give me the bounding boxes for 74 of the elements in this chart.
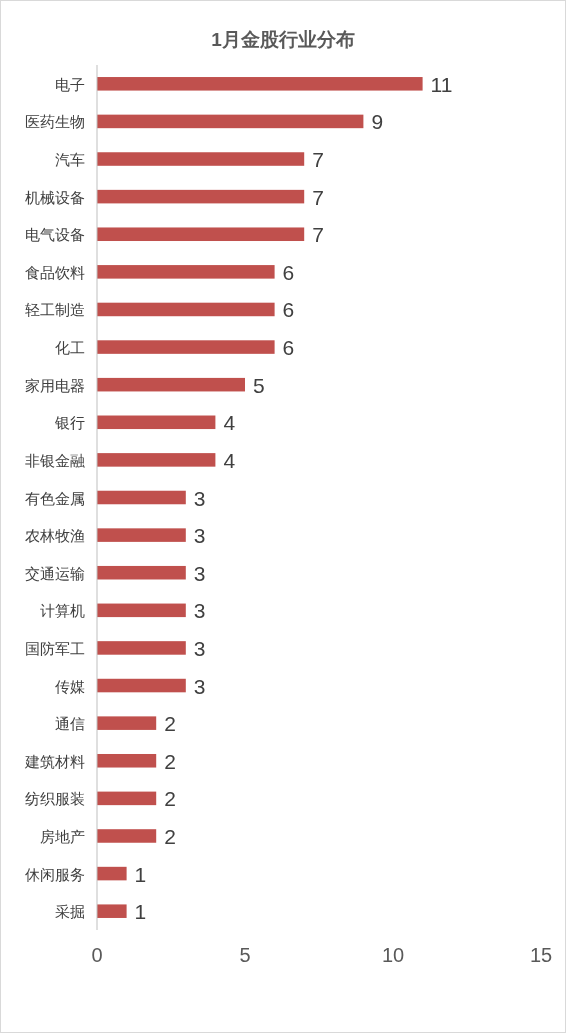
bar: [97, 114, 364, 129]
data-label: 2: [164, 824, 176, 848]
y-tick-label: 电子: [55, 75, 85, 93]
bar: [97, 302, 275, 317]
bar: [97, 490, 186, 505]
bar: [97, 641, 186, 655]
bar: [97, 377, 245, 392]
bar: [97, 227, 305, 242]
bar: [97, 265, 275, 279]
y-tick-label: 医药生物: [25, 113, 85, 131]
bar: [97, 866, 127, 881]
y-tick-label: 房地产: [40, 827, 85, 845]
data-label: 2: [164, 749, 176, 773]
data-label: 7: [312, 148, 324, 172]
data-label: 3: [193, 599, 206, 623]
bar: [97, 453, 216, 467]
data-label: 3: [193, 674, 206, 698]
data-label: 7: [312, 185, 324, 209]
bar: [97, 528, 186, 542]
chart-title: 1月金股行业分布: [211, 29, 355, 50]
y-tick-label: 化工: [55, 339, 85, 357]
bar: [97, 753, 157, 768]
y-tick-label: 计算机: [40, 602, 85, 620]
data-label: 7: [312, 223, 324, 247]
bar: [97, 189, 305, 204]
data-label: 6: [282, 298, 295, 322]
y-tick-label: 国防军工: [25, 639, 85, 657]
bar: [97, 716, 157, 730]
y-tick-label: 电气设备: [25, 226, 85, 244]
data-label: 5: [253, 373, 265, 397]
data-label: 1: [134, 862, 147, 886]
y-tick-label: 轻工制造: [25, 301, 85, 319]
y-tick-label: 纺织服装: [25, 790, 85, 808]
y-tick-label: 交通运输: [25, 564, 85, 582]
data-label: 2: [164, 712, 176, 736]
y-tick-label: 农林牧渔: [25, 527, 85, 545]
data-label: 3: [193, 486, 206, 510]
data-label: 3: [193, 524, 206, 548]
data-label: 4: [223, 448, 236, 472]
bar: [97, 340, 275, 354]
bar: [97, 904, 127, 918]
x-tick-label: 10: [381, 944, 405, 966]
bar: [97, 77, 423, 91]
data-label: 6: [282, 260, 295, 284]
data-label: 1: [134, 900, 147, 924]
y-tick-label: 建筑材料: [24, 752, 85, 770]
data-label: 6: [282, 336, 295, 360]
data-label: 2: [164, 787, 176, 811]
y-tick-label: 传媒: [55, 677, 85, 695]
x-tick-label: 15: [529, 944, 553, 966]
bar: [97, 829, 157, 843]
y-tick-label: 采掘: [55, 903, 85, 921]
bar: [97, 678, 186, 693]
bar: [97, 152, 305, 166]
x-tick-label: 0: [91, 944, 103, 966]
y-tick-label: 机械设备: [25, 188, 85, 206]
bar: [97, 565, 186, 580]
data-label: 3: [193, 636, 206, 660]
data-label: 11: [430, 72, 453, 96]
y-tick-label: 汽车: [55, 151, 85, 169]
bar: [97, 603, 186, 618]
data-label: 3: [193, 561, 206, 585]
data-label: 4: [223, 411, 236, 435]
y-tick-label: 非银金融: [25, 451, 85, 469]
y-tick-label: 银行: [54, 414, 85, 432]
x-tick-label: 5: [239, 944, 251, 966]
y-tick-label: 家用电器: [25, 376, 85, 394]
bar: [97, 415, 216, 430]
y-tick-label: 食品饮料: [25, 263, 85, 281]
y-tick-label: 有色金属: [25, 489, 85, 507]
y-tick-label: 通信: [55, 715, 85, 733]
bar: [97, 791, 157, 806]
y-tick-label: 休闲服务: [25, 865, 85, 883]
data-label: 9: [371, 110, 384, 134]
